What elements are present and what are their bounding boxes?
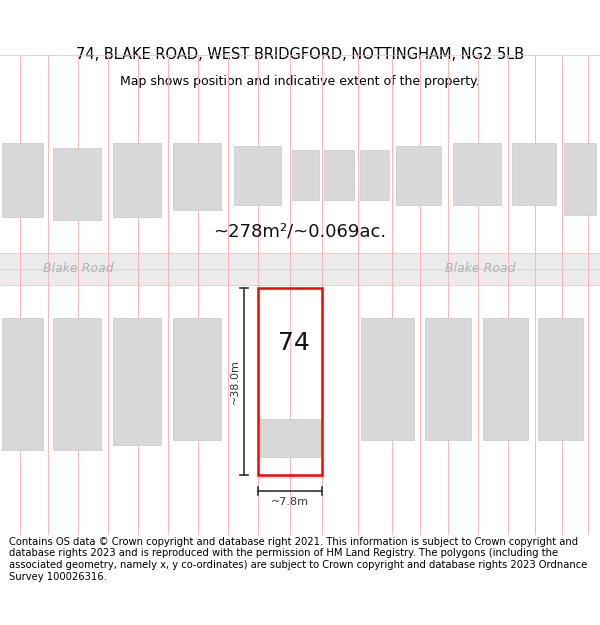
Bar <box>292 150 319 200</box>
Text: Contains OS data © Crown copyright and database right 2021. This information is : Contains OS data © Crown copyright and d… <box>9 537 587 582</box>
Bar <box>2 143 43 217</box>
Bar <box>324 150 355 200</box>
Text: ~38.0m: ~38.0m <box>230 359 240 404</box>
Bar <box>113 143 161 217</box>
Bar <box>453 143 501 205</box>
Bar <box>260 419 320 457</box>
Text: Blake Road: Blake Road <box>445 262 515 276</box>
Bar <box>425 318 471 440</box>
Bar <box>482 318 528 440</box>
Bar <box>234 146 281 205</box>
Text: Blake Road: Blake Road <box>43 262 113 276</box>
Text: Map shows position and indicative extent of the property.: Map shows position and indicative extent… <box>120 74 480 88</box>
Bar <box>173 318 221 440</box>
Text: 74: 74 <box>278 331 310 355</box>
Bar <box>538 318 583 440</box>
Bar <box>512 143 556 205</box>
Bar <box>53 318 101 450</box>
Bar <box>0 253 600 285</box>
Text: ~278m²/~0.069ac.: ~278m²/~0.069ac. <box>214 223 386 241</box>
Bar <box>360 150 389 200</box>
Bar <box>258 288 322 475</box>
Bar <box>173 143 221 210</box>
Bar <box>53 148 101 220</box>
Bar <box>113 318 161 445</box>
Bar <box>564 143 596 215</box>
Bar <box>361 318 414 440</box>
Text: 74, BLAKE ROAD, WEST BRIDGFORD, NOTTINGHAM, NG2 5LB: 74, BLAKE ROAD, WEST BRIDGFORD, NOTTINGH… <box>76 47 524 62</box>
Text: ~7.8m: ~7.8m <box>271 497 309 507</box>
Bar <box>2 318 43 450</box>
Bar <box>397 146 441 205</box>
